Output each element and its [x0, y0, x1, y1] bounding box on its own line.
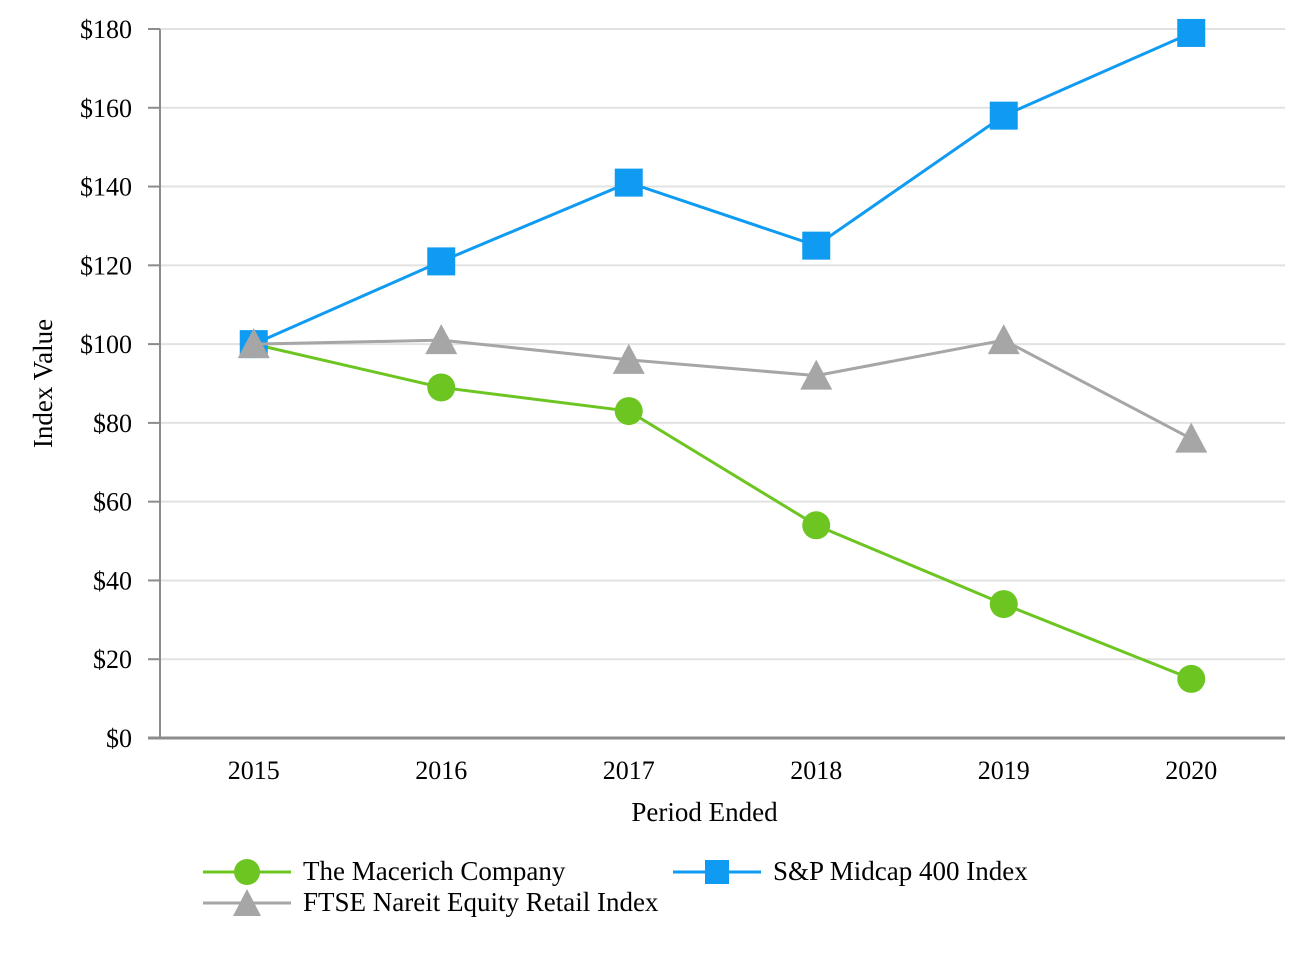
- y-tick-label: $180: [80, 15, 132, 44]
- data-point-triangle: [237, 328, 270, 359]
- legend-label-macerich: The Macerich Company: [303, 856, 566, 886]
- x-tick-label: 2020: [1165, 756, 1217, 785]
- data-point-square: [989, 101, 1018, 130]
- data-point-circle: [989, 590, 1018, 619]
- legend-item-ftse-nareit: FTSE Nareit Equity Retail Index: [203, 887, 673, 918]
- x-axis-title: Period Ended: [631, 797, 778, 827]
- chart-legend: The Macerich Company S&P Midcap 400 Inde…: [203, 856, 1028, 918]
- data-point-triangle: [1175, 422, 1208, 453]
- y-tick-label: $120: [80, 251, 132, 280]
- data-point-circle: [614, 397, 643, 426]
- x-tick-label: 2017: [603, 756, 655, 785]
- x-tick-label: 2018: [790, 756, 842, 785]
- y-tick-label: $140: [80, 173, 132, 202]
- data-point-square: [1177, 18, 1206, 47]
- data-point-square: [427, 247, 456, 276]
- data-point-triangle: [987, 324, 1020, 355]
- legend-label-ftse-nareit: FTSE Nareit Equity Retail Index: [303, 887, 659, 917]
- triangle-marker-icon: [203, 888, 291, 916]
- legend-item-sp-midcap: S&P Midcap 400 Index: [673, 856, 1028, 887]
- x-tick-label: 2019: [978, 756, 1030, 785]
- y-tick-label: $20: [93, 645, 132, 674]
- legend-label-sp-midcap: S&P Midcap 400 Index: [773, 856, 1028, 886]
- x-tick-label: 2015: [228, 756, 280, 785]
- y-tick-label: $40: [93, 566, 132, 595]
- legend-item-macerich: The Macerich Company: [203, 856, 673, 887]
- x-tick-label: 2016: [415, 756, 467, 785]
- plot-area: $0 $20 $40 $60 $80 $100 $120 $140 $160 $180 2015 20…: [28, 15, 1285, 827]
- y-tick-label: $100: [80, 330, 132, 359]
- y-tick-label: $60: [93, 488, 132, 517]
- data-point-circle: [427, 373, 456, 402]
- data-point-triangle: [800, 359, 833, 390]
- square-marker-icon: [673, 859, 761, 884]
- series-line: [253, 338, 1192, 440]
- data-point-triangle: [612, 343, 645, 374]
- circle-marker-icon: [203, 858, 291, 885]
- series-line: [253, 342, 1192, 681]
- data-point-circle: [802, 511, 831, 540]
- y-axis-title: Index Value: [28, 319, 58, 448]
- data-point-circle: [1177, 664, 1206, 693]
- data-point-triangle: [425, 324, 458, 355]
- y-tick-label: $160: [80, 94, 132, 123]
- series-line: [253, 31, 1192, 346]
- data-point-square: [614, 168, 643, 197]
- y-tick-label: $0: [106, 724, 132, 753]
- y-tick-label: $80: [93, 409, 132, 438]
- data-point-square: [802, 231, 831, 260]
